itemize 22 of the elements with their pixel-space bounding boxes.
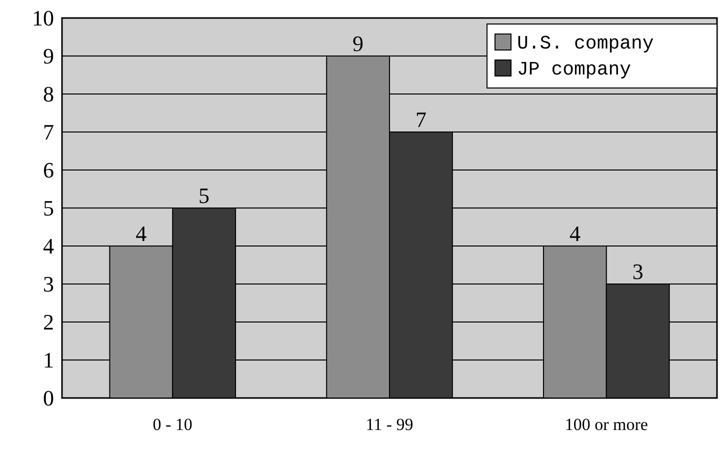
y-tick-label: 3	[43, 272, 54, 297]
y-tick-label: 7	[43, 120, 54, 145]
x-tick-label: 11 - 99	[366, 415, 414, 434]
legend-label: U.S. company	[517, 32, 654, 55]
y-tick-label: 8	[43, 82, 54, 107]
data-label: 5	[198, 183, 210, 208]
y-tick-label: 9	[43, 44, 54, 69]
legend-label: JP company	[517, 58, 632, 81]
x-tick-label: 0 - 10	[152, 415, 192, 434]
data-label: 4	[569, 221, 580, 246]
x-tick-label: 100 or more	[564, 415, 648, 434]
data-label: 7	[415, 107, 426, 132]
y-tick-label: 6	[43, 158, 54, 183]
data-label: 4	[136, 221, 147, 246]
data-label: 9	[352, 31, 364, 56]
y-tick-label: 5	[43, 196, 54, 221]
y-tick-label: 10	[32, 6, 54, 31]
y-tick-label: 0	[43, 386, 54, 411]
y-tick-label: 1	[43, 348, 54, 373]
y-tick-label: 2	[43, 310, 54, 335]
data-label: 3	[632, 259, 644, 284]
y-tick-label: 4	[43, 234, 54, 259]
